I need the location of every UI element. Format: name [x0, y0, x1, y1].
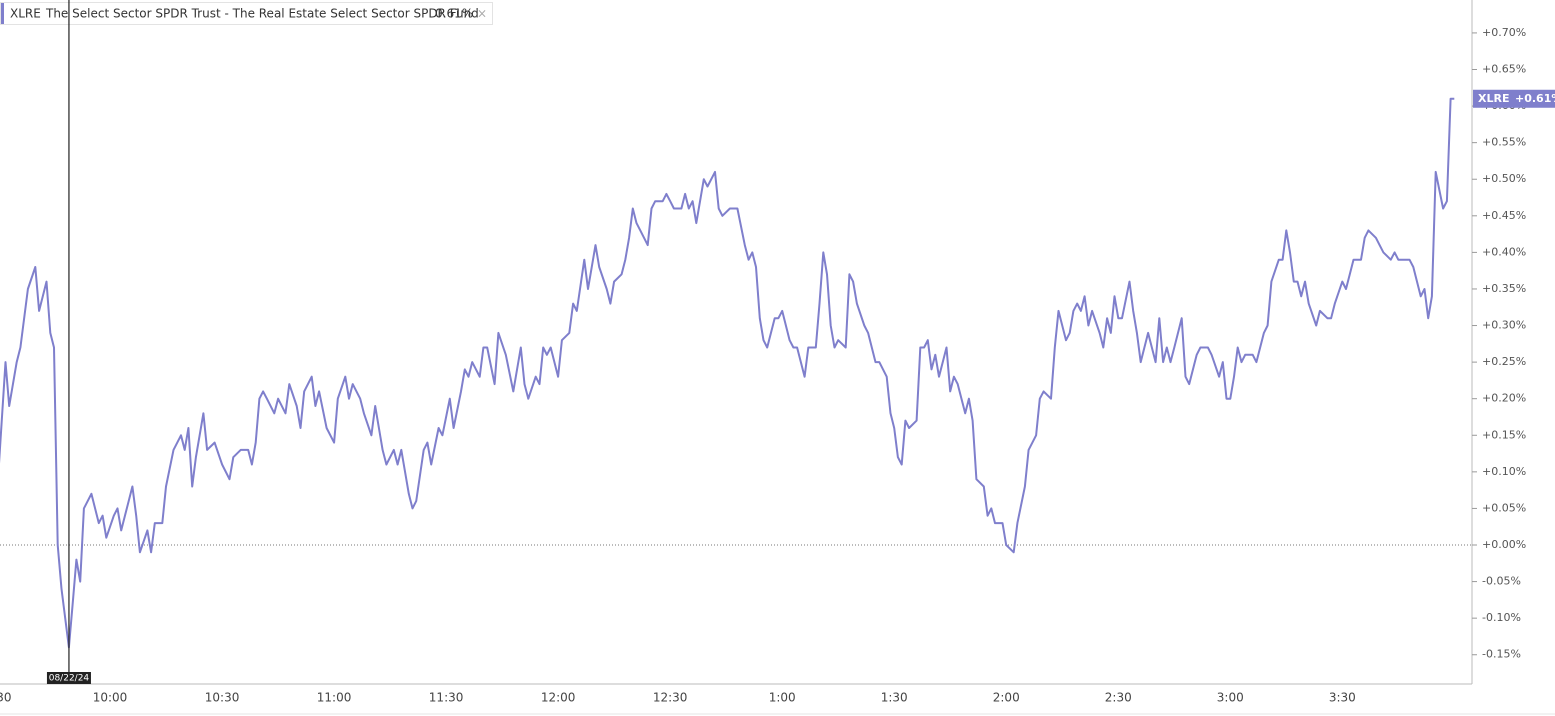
last-value-tag: [1473, 89, 1555, 108]
y-tick-label: +0.00%: [1482, 538, 1526, 551]
y-tick-label: +0.30%: [1482, 319, 1526, 332]
y-tick-label: +0.05%: [1482, 501, 1526, 514]
crosshair-date: 08/22/24: [49, 674, 90, 684]
y-tick-label: +0.35%: [1482, 282, 1526, 295]
y-tick-label: +0.50%: [1482, 172, 1526, 185]
x-tick-label: 12:00: [541, 691, 576, 705]
x-tick-label: 12:30: [653, 691, 688, 705]
y-tick-label: +0.70%: [1482, 26, 1526, 39]
legend-box: [0, 2, 493, 25]
x-tick-label: 11:00: [317, 691, 352, 705]
y-tick-label: +0.25%: [1482, 355, 1526, 368]
x-tick-label: 2:00: [993, 691, 1020, 705]
y-tick-label: +0.45%: [1482, 209, 1526, 222]
legend: XLRE The Select Sector SPDR Trust - The …: [0, 2, 493, 25]
x-tick-label: 2:30: [1105, 691, 1132, 705]
legend-name: The Select Sector SPDR Trust - The Real …: [45, 7, 479, 21]
y-tick-label: +0.15%: [1482, 428, 1526, 441]
y-tick-label: -0.15%: [1482, 648, 1521, 661]
y-tick-label: -0.10%: [1482, 611, 1521, 624]
crosshair-date-box: [46, 672, 91, 684]
x-tick-label: 1:00: [769, 691, 796, 705]
last-value-label: +0.61%: [1515, 92, 1555, 105]
y-tick-label: +0.55%: [1482, 136, 1526, 149]
y-tick-label: +0.40%: [1482, 245, 1526, 258]
x-tick-label: 9:30: [0, 691, 11, 705]
legend-swatch: [1, 3, 4, 24]
legend-symbol: XLRE: [10, 7, 41, 21]
x-tick-label: 1:30: [881, 691, 908, 705]
legend-change: 0.61%: [435, 7, 473, 21]
x-tick-label: 10:00: [93, 691, 128, 705]
x-tick-label: 10:30: [205, 691, 240, 705]
y-tick-label: +0.65%: [1482, 62, 1526, 75]
price-line: [0, 97, 1455, 649]
x-tick-label: 3:00: [1217, 691, 1244, 705]
x-tick-label: 3:30: [1329, 691, 1356, 705]
last-value-symbol: XLRE: [1478, 92, 1509, 105]
y-tick-label: -0.05%: [1482, 575, 1521, 588]
x-tick-label: 11:30: [429, 691, 464, 705]
y-tick-label: +0.20%: [1482, 392, 1526, 405]
legend-close[interactable]: ×: [477, 7, 487, 21]
y-tick-label: +0.10%: [1482, 465, 1526, 478]
